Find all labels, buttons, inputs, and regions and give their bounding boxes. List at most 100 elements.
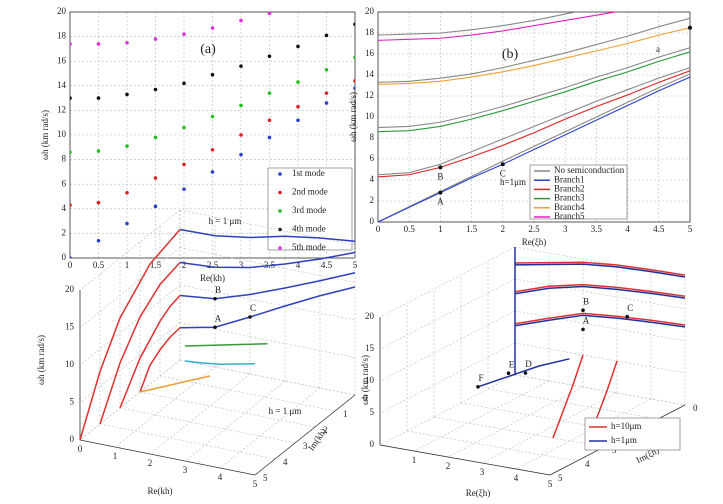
x-axis-label: Re(kh) bbox=[148, 486, 173, 496]
y-tick-label: 2 bbox=[323, 425, 328, 435]
legend-label: h=1μm bbox=[611, 435, 637, 445]
data-point bbox=[324, 68, 329, 72]
grid-line bbox=[514, 374, 686, 406]
data-point bbox=[296, 80, 300, 84]
y-tick-label: 10 bbox=[57, 129, 67, 139]
point-marker bbox=[213, 296, 217, 301]
x-tick-label: 3 bbox=[563, 224, 568, 234]
point-marker bbox=[625, 314, 629, 319]
grid-line bbox=[99, 423, 276, 460]
point-label: C bbox=[500, 168, 506, 178]
point-marker bbox=[581, 308, 585, 313]
x-tick-label: 1 bbox=[412, 455, 417, 465]
data-point bbox=[324, 101, 329, 105]
data-point bbox=[324, 91, 329, 95]
frame bbox=[69, 11, 356, 259]
x-tick-label: 1 bbox=[125, 260, 130, 270]
grid-line bbox=[149, 373, 251, 455]
x-tick-label: 5 bbox=[688, 224, 693, 234]
y-tick-label: 0 bbox=[693, 403, 698, 413]
legend-label: Branch3 bbox=[554, 193, 585, 203]
x-tick-label: 4.5 bbox=[321, 260, 333, 270]
data-point bbox=[353, 86, 355, 91]
y-tick-label: 12 bbox=[57, 104, 66, 114]
grid-line bbox=[379, 374, 516, 446]
axis-edge bbox=[79, 439, 256, 476]
data-point bbox=[210, 170, 215, 174]
x-tick-label: 3 bbox=[480, 467, 485, 477]
data-point bbox=[239, 152, 243, 157]
annotation: a bbox=[656, 44, 660, 54]
grid-line bbox=[515, 398, 652, 470]
z-tick-label: 20 bbox=[365, 311, 375, 321]
x-tick-label: 0 bbox=[78, 444, 83, 454]
point-marker bbox=[500, 162, 505, 167]
grid-line bbox=[379, 246, 516, 318]
series-line bbox=[179, 272, 356, 300]
point-marker bbox=[688, 25, 692, 30]
grid-line bbox=[219, 387, 321, 469]
z-tick-label: 10 bbox=[365, 375, 375, 385]
point-label: B bbox=[437, 171, 443, 181]
y-tick-label: 18 bbox=[365, 27, 375, 37]
z-tick-label: 15 bbox=[65, 322, 75, 332]
x-tick-label: 5 bbox=[548, 479, 553, 489]
annotation: h = 1 μm bbox=[269, 406, 302, 416]
series-line bbox=[378, 51, 690, 133]
y-tick-label: 4 bbox=[370, 174, 375, 184]
data-point bbox=[182, 187, 186, 191]
legend-label: 2nd mode bbox=[292, 187, 328, 197]
grid-line bbox=[406, 430, 578, 462]
series-line bbox=[184, 360, 256, 366]
x-tick-label: 5 bbox=[253, 479, 258, 489]
point-label: A bbox=[583, 315, 590, 325]
legend-label: 3rd mode bbox=[292, 205, 326, 215]
legend-marker bbox=[278, 172, 282, 176]
data-point bbox=[182, 32, 186, 36]
legend-label: 5th mode bbox=[292, 242, 326, 252]
y-tick-label: 14 bbox=[57, 80, 67, 90]
point-marker bbox=[213, 325, 217, 330]
legend-label: No semiconduction bbox=[554, 165, 625, 175]
data-point bbox=[125, 221, 129, 226]
legend-label: Branch5 bbox=[554, 211, 585, 221]
grid-line bbox=[514, 310, 686, 342]
data-point bbox=[239, 133, 243, 137]
x-axis-label: Re(ξh) bbox=[466, 488, 491, 498]
grid-line bbox=[79, 322, 181, 403]
data-point bbox=[96, 42, 101, 46]
data-point bbox=[324, 33, 329, 38]
series-line bbox=[179, 286, 356, 329]
legend-label: Branch4 bbox=[554, 202, 585, 212]
data-point bbox=[70, 256, 72, 258]
point-label: F bbox=[478, 373, 483, 383]
series-line bbox=[378, 47, 690, 129]
grid-line bbox=[379, 342, 516, 414]
z-tick-label: 0 bbox=[70, 434, 75, 444]
grid-line bbox=[179, 284, 356, 321]
axis-edge bbox=[379, 444, 551, 476]
grid-line bbox=[139, 391, 316, 428]
x-tick-label: 1 bbox=[113, 451, 118, 461]
x-tick-label: 0.5 bbox=[404, 224, 416, 234]
annotation: h = 1 μm bbox=[209, 216, 242, 226]
data-point bbox=[296, 4, 300, 8]
legend-marker bbox=[278, 209, 282, 213]
x-axis-label: Re(ξh) bbox=[522, 237, 547, 247]
series-line bbox=[378, 70, 690, 178]
series-line bbox=[378, 67, 690, 176]
data-point bbox=[267, 118, 272, 123]
frame bbox=[377, 11, 691, 223]
x-tick-label: 4 bbox=[514, 473, 519, 483]
y-tick-label: 8 bbox=[62, 154, 67, 164]
y-axis-label: ωh (km rad/s) bbox=[40, 110, 50, 160]
z-tick-label: 10 bbox=[65, 359, 75, 369]
series-line bbox=[79, 229, 181, 441]
y-tick-label: 4 bbox=[283, 457, 288, 467]
data-point bbox=[96, 149, 101, 153]
series-line bbox=[378, 17, 690, 83]
x-axis-label: Re(kh) bbox=[200, 273, 225, 283]
series-line bbox=[139, 327, 181, 393]
grid-line bbox=[79, 284, 181, 366]
